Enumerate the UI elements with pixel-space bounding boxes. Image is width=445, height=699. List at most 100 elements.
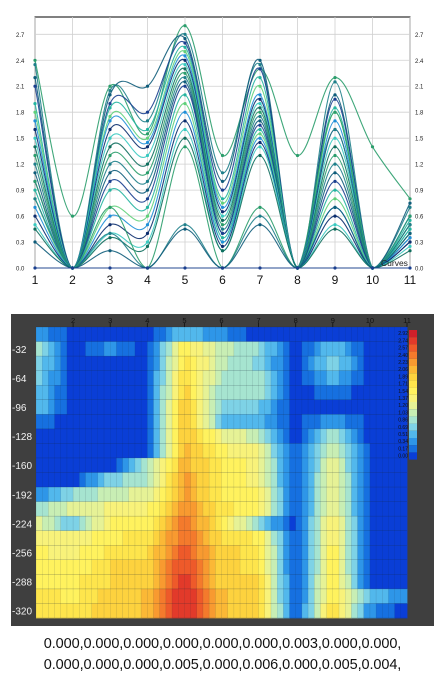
heatmap-cell — [73, 428, 80, 444]
heatmap-cell — [104, 545, 111, 561]
heatmap-cell — [73, 385, 80, 401]
heatmap-cell — [54, 443, 62, 459]
heatmap-cell — [388, 588, 396, 604]
heatmap-cell — [314, 472, 321, 488]
heatmap-cell — [172, 370, 179, 386]
heatmap-cell — [227, 356, 235, 372]
heatmap-cell — [196, 428, 204, 444]
heatmap-cell — [147, 399, 154, 415]
series-point — [258, 266, 262, 270]
heatmap-cell — [91, 588, 99, 604]
heatmap-cell — [122, 341, 130, 357]
heatmap-cell — [128, 487, 136, 502]
heatmap-cell — [184, 457, 191, 473]
heatmap-cell — [314, 487, 321, 502]
heatmap-cell — [332, 501, 340, 517]
heatmap-cell — [227, 487, 235, 502]
heatmap-cell — [314, 516, 321, 532]
heatmap-cell — [277, 385, 284, 401]
heatmap-cell — [91, 472, 99, 488]
heatmap-cell — [116, 559, 123, 575]
heatmap-cell — [388, 574, 396, 590]
heatmap-cell — [376, 472, 383, 488]
heatmap-cell — [184, 356, 191, 372]
heatmap-cell — [277, 574, 284, 590]
heatmap-cell — [326, 530, 334, 546]
heatmap-cell — [351, 574, 358, 590]
series-point — [220, 179, 225, 183]
heatmap-cell — [184, 516, 191, 532]
heatmap-cell — [246, 559, 253, 575]
heatmap-cell — [153, 356, 161, 372]
heatmap-cell — [233, 327, 241, 342]
heatmap-cell — [363, 370, 371, 386]
heatmap-cell — [184, 414, 191, 430]
heatmap-cell — [165, 457, 173, 473]
heatmap-y-tick-label: -256 — [12, 549, 32, 560]
series-point — [108, 223, 112, 227]
heatmap-cell — [196, 457, 204, 473]
heatmap-cell — [54, 574, 62, 590]
heatmap-cell — [153, 603, 161, 619]
heatmap-cell — [54, 414, 62, 430]
heatmap-cell — [85, 385, 93, 401]
heatmap-cell — [332, 443, 340, 459]
colorbar-label: 0.00 — [398, 454, 408, 460]
heatmap-cell — [202, 443, 210, 459]
series-point — [258, 140, 262, 145]
heatmap-cell — [357, 516, 365, 532]
series-point — [258, 123, 262, 127]
heatmap-cell — [357, 603, 365, 619]
heatmap-cell — [60, 545, 68, 561]
heatmap-y-tick-label: -128 — [12, 432, 32, 443]
heatmap-cell — [42, 545, 49, 561]
heatmap-cell — [363, 414, 371, 430]
series-point — [183, 76, 187, 80]
heatmap-cell — [400, 414, 408, 430]
heatmap-cell — [301, 414, 309, 430]
heatmap-cell — [246, 457, 253, 473]
heatmap-cell — [388, 457, 396, 473]
heatmap-cell — [326, 385, 334, 401]
heatmap-cell — [54, 530, 62, 546]
series-line — [34, 206, 411, 269]
heatmap-cell — [36, 385, 43, 401]
heatmap-cell — [388, 414, 396, 430]
heatmap-cell — [357, 399, 365, 415]
heatmap-cell — [252, 472, 259, 488]
heatmap-cell — [295, 399, 303, 415]
heatmap-cell — [60, 457, 68, 473]
heatmap-cell — [227, 559, 235, 575]
heatmap-cell — [332, 603, 340, 619]
heatmap-cell — [382, 530, 389, 546]
heatmap-cell — [54, 487, 62, 502]
heatmap-cell — [42, 588, 49, 604]
heatmap-cell — [388, 603, 396, 619]
heatmap-cell — [190, 588, 198, 604]
heatmap-cell — [73, 457, 80, 473]
heatmap-cell — [382, 588, 389, 604]
heatmap-cell — [326, 501, 334, 517]
heatmap-cell — [270, 603, 278, 619]
heatmap-cell — [91, 545, 99, 561]
heatmap-cell — [215, 356, 222, 372]
series-point — [145, 223, 150, 227]
heatmap-cell — [85, 487, 93, 502]
series-point — [145, 127, 150, 132]
heatmap-cell — [48, 472, 55, 488]
heatmap-cell — [295, 356, 303, 372]
heatmap-cell — [326, 414, 334, 430]
heatmap-cell — [376, 356, 383, 372]
series-point — [33, 153, 37, 158]
heatmap-cell — [240, 530, 247, 546]
heatmap-cell — [202, 414, 210, 430]
heatmap-cell — [215, 399, 222, 415]
heatmap-cell — [104, 385, 111, 401]
heatmap-cell — [147, 472, 154, 488]
heatmap-cell — [314, 385, 321, 401]
heatmap-cell — [338, 385, 346, 401]
colorbar-label: 0.69 — [398, 425, 408, 431]
series-point — [145, 153, 150, 158]
heatmap-cell — [270, 399, 278, 415]
heatmap-cell — [382, 370, 389, 386]
